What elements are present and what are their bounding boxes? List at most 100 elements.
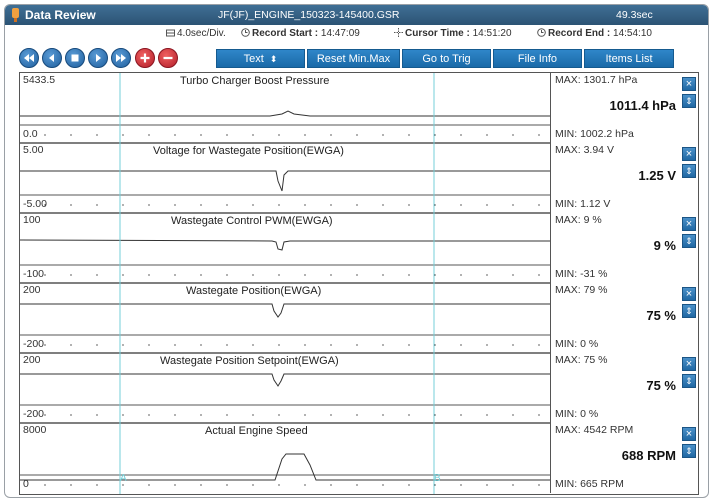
scale-adjust-button[interactable]: ⇕ [682, 234, 696, 248]
signal-trace [20, 453, 550, 481]
max-value: MAX: 75 % [555, 354, 608, 366]
scale-adjust-button[interactable]: ⇕ [682, 164, 696, 178]
up-down-arrow-icon: ⬍ [269, 54, 278, 64]
scale-min: -200 [23, 408, 45, 420]
file-info-button[interactable]: File Info [493, 49, 582, 68]
panel-title: Wastegate Position Setpoint(EWGA) [160, 355, 339, 367]
time-div-icon [166, 29, 175, 37]
close-panel-button[interactable]: × [682, 427, 696, 441]
play-button[interactable] [88, 48, 108, 68]
panel-title: Actual Engine Speed [205, 425, 308, 437]
step-back-icon [49, 54, 54, 62]
zoom-in-button[interactable] [135, 48, 155, 68]
record-start-label: Record Start : [252, 28, 319, 39]
value-sidebar: MAX: 3.94 V 1.25 V MIN: 1.12 V × ⇕ [550, 143, 700, 213]
cursor-time-label: Cursor Time : [405, 28, 470, 39]
title-bar: Data Review JF(JF)_ENGINE_150323-145400.… [5, 5, 708, 25]
value-sidebar: MAX: 1301.7 hPa 1011.4 hPa MIN: 1002.2 h… [550, 73, 700, 143]
panel-wastegate-position: 200 Wastegate Position(EWGA) -200 MAX: 7… [20, 283, 700, 353]
current-value: 688 RPM [621, 448, 676, 463]
record-end-value: 14:54:10 [613, 28, 652, 39]
max-value: MAX: 4542 RPM [555, 424, 634, 436]
zoom-in-icon [140, 53, 150, 63]
chart-area: 5433.5 Turbo Charger Boost Pressure 0.0 … [19, 72, 699, 495]
close-panel-button[interactable]: × [682, 287, 696, 301]
current-value: 75 % [646, 378, 676, 393]
close-panel-button[interactable]: × [682, 147, 696, 161]
scale-adjust-button[interactable]: ⇕ [682, 374, 696, 388]
go-to-trig-button[interactable]: Go to Trig [402, 49, 491, 68]
toolbar: Text ⬍ Reset Min.Max Go to Trig File Info… [5, 44, 708, 70]
signal-trace [20, 373, 550, 387]
max-value: MAX: 1301.7 hPa [555, 74, 638, 86]
scale-max: 8000 [23, 424, 47, 436]
app-icon [12, 8, 19, 22]
panel-title: Voltage for Wastegate Position(EWGA) [153, 145, 344, 157]
max-value: MAX: 9 % [555, 214, 602, 226]
value-sidebar: MAX: 75 % 75 % MIN: 0 % × ⇕ [550, 353, 700, 423]
signal-trace [20, 239, 550, 251]
info-row: 4.0sec/Div. Record Start : 14:47:09 Curs… [5, 26, 708, 42]
panel-wastegate-setpoint: 200 Wastegate Position Setpoint(EWGA) -2… [20, 353, 700, 423]
panel-title: Wastegate Position(EWGA) [186, 285, 322, 297]
scale-adjust-button[interactable]: ⇕ [682, 444, 696, 458]
current-value: 9 % [653, 238, 676, 253]
record-end-info: Record End : 14:54:10 [537, 28, 652, 39]
panel-title: Turbo Charger Boost Pressure [180, 75, 330, 87]
clock-icon [241, 28, 250, 37]
scale-max: 200 [23, 284, 41, 296]
file-name: JF(JF)_ENGINE_150323-145400.GSR [218, 9, 400, 21]
scale-max: 200 [23, 354, 41, 366]
rewind-button[interactable] [19, 48, 39, 68]
items-list-button[interactable]: Items List [584, 49, 674, 68]
stop-button[interactable] [65, 48, 85, 68]
record-start-value: 14:47:09 [320, 28, 360, 39]
close-panel-button[interactable]: × [682, 357, 696, 371]
data-review-window: Data Review JF(JF)_ENGINE_150323-145400.… [4, 4, 709, 498]
scale-adjust-button[interactable]: ⇕ [682, 304, 696, 318]
min-value: MIN: 0 % [555, 408, 599, 420]
record-start-info: Record Start : 14:47:09 [241, 28, 360, 39]
scale-adjust-button[interactable]: ⇕ [682, 94, 696, 108]
value-sidebar: MAX: 9 % 9 % MIN: -31 % × ⇕ [550, 213, 700, 283]
text-dropdown-button[interactable]: Text ⬍ [216, 49, 305, 68]
step-back-button[interactable] [42, 48, 62, 68]
min-value: MIN: 665 RPM [555, 478, 624, 490]
panel-title: Wastegate Control PWM(EWGA) [171, 215, 333, 227]
fast-forward-icon [116, 54, 126, 62]
play-icon [96, 54, 101, 62]
window-title: Data Review [25, 8, 96, 22]
stop-icon [71, 54, 79, 62]
scale-min: 0.0 [23, 128, 38, 140]
record-end-label: Record End : [548, 28, 611, 39]
cursor-a-label: A [120, 473, 127, 484]
cursor-time-info: Cursor Time : 14:51:20 [394, 28, 512, 39]
signal-plot[interactable] [20, 73, 550, 494]
reset-min-max-button[interactable]: Reset Min.Max [307, 49, 400, 68]
zoom-out-button[interactable] [158, 48, 178, 68]
scale-max: 5433.5 [23, 74, 56, 86]
scale-max: 100 [23, 214, 41, 226]
text-button-label: Text [243, 53, 264, 65]
time-div-info: 4.0sec/Div. [166, 28, 226, 39]
panel-engine-speed: 8000 Actual Engine Speed 0 MAX: 4542 RPM… [20, 423, 700, 493]
signal-trace [20, 303, 550, 318]
close-panel-button[interactable]: × [682, 217, 696, 231]
scale-min: -100 [23, 268, 45, 280]
cursor-b-label: B [434, 473, 441, 484]
zoom-out-icon [163, 56, 173, 60]
value-sidebar: MAX: 79 % 75 % MIN: 0 % × ⇕ [550, 283, 700, 353]
min-value: MIN: 1002.2 hPa [555, 128, 634, 140]
panel-wastegate-pwm: 100 Wastegate Control PWM(EWGA) -100 MAX… [20, 213, 700, 283]
panel-boost-pressure: 5433.5 Turbo Charger Boost Pressure 0.0 … [20, 73, 700, 143]
min-value: MIN: 1.12 V [555, 198, 611, 210]
panel-wastegate-voltage: 5.00 Voltage for Wastegate Position(EWGA… [20, 143, 700, 213]
time-div-value: 4.0sec/Div. [177, 28, 226, 39]
max-value: MAX: 3.94 V [555, 144, 614, 156]
scale-min: -200 [23, 338, 45, 350]
scale-min: -5.00 [23, 198, 47, 210]
min-value: MIN: -31 % [555, 268, 608, 280]
max-value: MAX: 79 % [555, 284, 608, 296]
fast-forward-button[interactable] [111, 48, 131, 68]
close-panel-button[interactable]: × [682, 77, 696, 91]
